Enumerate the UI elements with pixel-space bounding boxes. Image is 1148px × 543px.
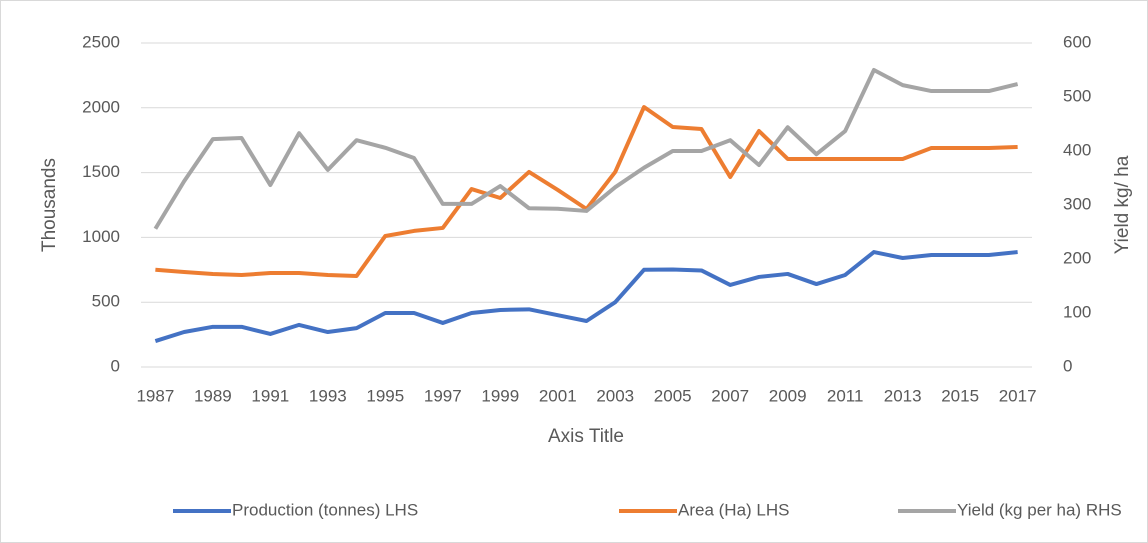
y-tick-label: 0 <box>111 356 120 375</box>
y2-tick-label: 600 <box>1063 32 1091 51</box>
x-tick-label: 2003 <box>596 386 634 405</box>
y2-tick-label: 400 <box>1063 140 1091 159</box>
y-tick-label: 1000 <box>82 227 120 246</box>
x-tick-label: 1999 <box>481 386 519 405</box>
x-tick-label: 2001 <box>539 386 577 405</box>
y2-tick-label: 500 <box>1063 86 1091 105</box>
y-axis-title: Thousands <box>39 158 60 252</box>
y-tick-label: 2500 <box>82 32 120 51</box>
x-axis-title: Axis Title <box>548 426 624 447</box>
series-line <box>154 250 1018 343</box>
legend-label: Production (tonnes) LHS <box>232 500 418 519</box>
x-tick-label: 1997 <box>424 386 462 405</box>
x-tick-label: 1993 <box>309 386 347 405</box>
x-tick-label: 1989 <box>194 386 232 405</box>
y-tick-label: 1500 <box>82 162 120 181</box>
y-tick-label: 500 <box>92 292 120 311</box>
y2-tick-label: 0 <box>1063 356 1072 375</box>
x-tick-label: 2017 <box>999 386 1037 405</box>
y2-tick-label: 100 <box>1063 302 1091 321</box>
x-tick-label: 1991 <box>251 386 289 405</box>
x-tick-label: 2007 <box>711 386 749 405</box>
legend-label: Yield (kg per ha) RHS <box>957 500 1122 519</box>
y2-axis-title: Yield kg/ ha <box>1112 155 1133 254</box>
legend-label: Area (Ha) LHS <box>678 500 789 519</box>
y-tick-label: 2000 <box>82 97 120 116</box>
series-line <box>153 68 1019 230</box>
x-tick-label: 2013 <box>884 386 922 405</box>
x-tick-label: 2009 <box>769 386 807 405</box>
x-tick-label: 1987 <box>136 386 174 405</box>
y2-tick-label: 300 <box>1063 194 1091 213</box>
x-tick-label: 2005 <box>654 386 692 405</box>
y2-tick-label: 200 <box>1063 248 1091 267</box>
x-tick-label: 1995 <box>366 386 404 405</box>
x-tick-label: 2011 <box>827 386 864 405</box>
x-tick-label: 2015 <box>941 386 979 405</box>
